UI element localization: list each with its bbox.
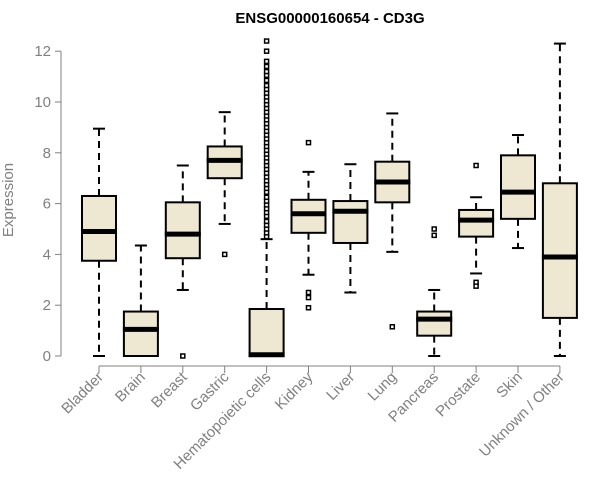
- x-tick-label: Lung: [365, 369, 401, 405]
- outlier-point: [263, 77, 270, 84]
- outlier-point: [221, 251, 228, 258]
- box-lung: [374, 112, 411, 330]
- x-tick-label: Breast: [148, 368, 191, 411]
- box-pancreas: [416, 226, 453, 357]
- box-breast: [164, 164, 201, 359]
- x-tick-label: Kidney: [272, 368, 317, 413]
- y-tick-label: 2: [43, 297, 51, 314]
- outlier-point: [263, 48, 270, 54]
- y-tick-label: 0: [43, 348, 51, 365]
- box-brain: [122, 244, 159, 357]
- box-bladder: [81, 127, 117, 357]
- outlier-point: [263, 63, 270, 70]
- outlier-point: [263, 194, 270, 200]
- x-tick-label: Liver: [323, 369, 358, 404]
- outlier-point: [180, 353, 186, 359]
- box-liver: [332, 163, 369, 294]
- outlier-point: [431, 232, 437, 239]
- outlier-point: [389, 324, 396, 330]
- outlier-point: [263, 218, 270, 225]
- x-tick-label: Bladder: [58, 369, 107, 418]
- chart-title: ENSG00000160654 - CD3G: [235, 10, 424, 27]
- outlier-point: [263, 38, 270, 44]
- box-gastric: [206, 111, 243, 258]
- box-iqr: [81, 194, 117, 262]
- box-iqr: [248, 308, 285, 358]
- outlier-point: [263, 68, 270, 75]
- outlier-point: [305, 294, 312, 301]
- outlier-point: [305, 304, 312, 311]
- boxes-group: [81, 38, 578, 359]
- y-tick-label: 8: [43, 145, 51, 162]
- x-tick-label: Prostate: [432, 369, 484, 421]
- outlier-point: [473, 283, 479, 289]
- x-tick-label: Skin: [493, 369, 526, 402]
- box-iqr: [541, 182, 578, 319]
- box-iqr: [122, 310, 159, 357]
- outlier-point: [473, 162, 479, 169]
- y-tick-label: 4: [43, 246, 51, 263]
- box-iqr: [332, 200, 369, 244]
- box-iqr: [416, 310, 453, 337]
- outlier-point: [305, 289, 312, 296]
- box-kidney: [290, 139, 327, 311]
- outlier-point: [263, 82, 270, 89]
- y-tick-label: 12: [34, 43, 51, 60]
- box-hematopoietic-cells: [248, 38, 285, 358]
- outlier-point: [263, 58, 270, 65]
- box-iqr: [290, 198, 327, 234]
- outlier-point: [431, 226, 437, 232]
- box-iqr: [164, 201, 201, 260]
- y-axis: 0 2 4 6 8 10 12: [34, 43, 62, 365]
- box-iqr: [458, 208, 495, 238]
- box-unknown-other: [541, 42, 578, 357]
- x-tick-label: Brain: [112, 369, 149, 406]
- y-axis-label: Expression: [0, 163, 17, 237]
- y-tick-label: 6: [43, 196, 51, 213]
- box-skin: [500, 134, 536, 250]
- y-tick-label: 10: [34, 94, 51, 111]
- box-iqr: [500, 154, 536, 220]
- outlier-point: [305, 139, 312, 146]
- box-prostate: [458, 162, 495, 289]
